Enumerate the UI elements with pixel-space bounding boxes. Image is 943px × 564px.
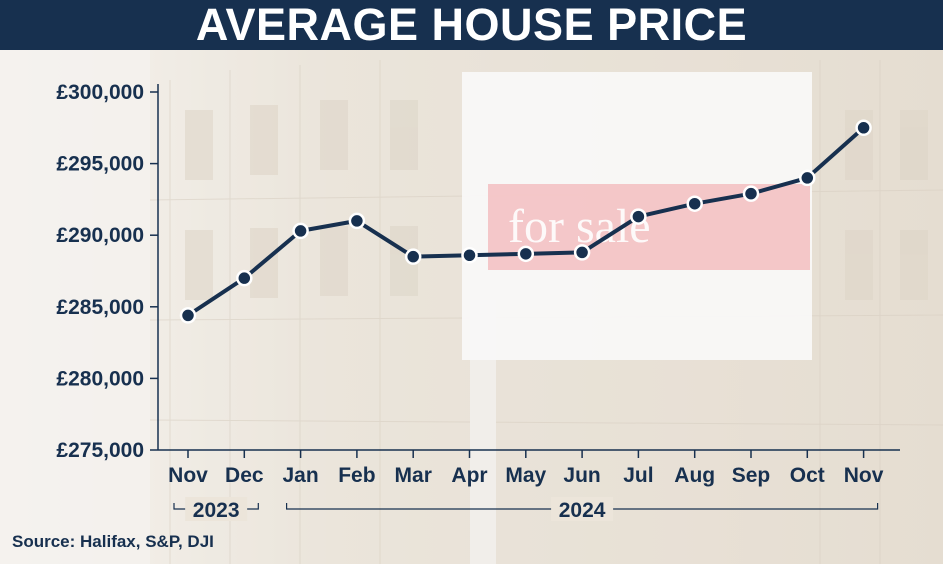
year-label: 2024 (559, 499, 606, 522)
x-tick-label: Nov (844, 464, 884, 487)
axes (157, 84, 900, 451)
x-tick-label: Nov (168, 464, 208, 487)
data-point (461, 246, 478, 264)
source-note: Source: Halifax, S&P, DJI (12, 532, 214, 551)
x-tick-label: Apr (451, 464, 487, 487)
data-point (855, 119, 872, 137)
data-point (799, 169, 816, 187)
series-price (179, 119, 872, 324)
data-point (179, 307, 197, 324)
data-point (404, 248, 422, 265)
x-tick-label: Feb (338, 464, 375, 487)
x-tick-label: Jul (623, 464, 653, 487)
x-tick-label: Sep (732, 464, 771, 487)
y-tick-label: £275,000 (56, 439, 144, 462)
y-tick-label: £295,000 (56, 153, 144, 176)
data-point (630, 208, 647, 225)
y-tick-label: £280,000 (56, 367, 144, 390)
x-tick-label: Mar (395, 464, 432, 487)
x-ticks: Nov Dec Jan Feb Mar Apr May Jun Jul Aug Sep Oct Nov (168, 450, 884, 487)
y-tick-label: £285,000 (56, 296, 144, 319)
year-label-bg (551, 497, 614, 521)
x-tick-label: May (505, 464, 546, 487)
y-tick-label: £300,000 (56, 81, 144, 104)
sign-banner-text: for sale (508, 200, 651, 253)
year-groups: 2023 2024 (173, 497, 879, 522)
data-point (236, 269, 253, 287)
chart-title: AVERAGE HOUSE PRICE (195, 0, 748, 50)
data-point (686, 195, 703, 212)
data-point (348, 212, 366, 230)
year-label: 2023 (193, 499, 240, 522)
x-tick-label: Dec (225, 464, 264, 487)
x-tick-label: Jun (563, 464, 600, 487)
data-point (742, 185, 760, 202)
data-point (573, 244, 591, 261)
x-tick-label: Aug (674, 464, 715, 487)
y-ticks: £275,000 £280,000 £285,000 £290,000 £295,000… (56, 81, 158, 462)
x-tick-label: Jan (283, 464, 319, 487)
data-point (517, 245, 535, 263)
title-bar: AVERAGE HOUSE PRICE (0, 0, 943, 50)
y-tick-label: £290,000 (56, 224, 144, 247)
data-point (292, 222, 309, 240)
year-label-bg (185, 497, 248, 521)
x-tick-label: Oct (790, 464, 825, 487)
